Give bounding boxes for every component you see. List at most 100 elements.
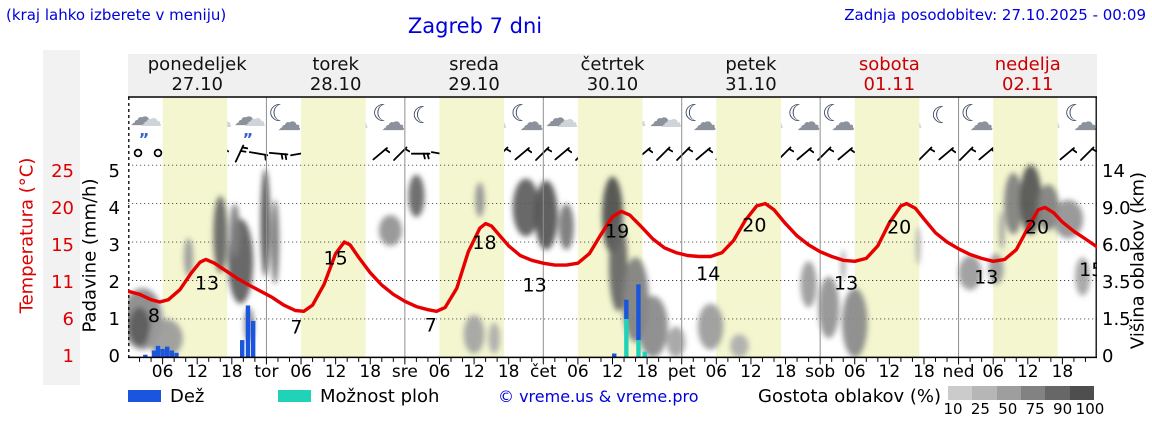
daylight-band [716,97,781,358]
moon-glyph: ☾ [372,101,393,127]
rain-cloud-icon: ☁☁„ [128,97,163,141]
night-cloud-icon: ☾ ☁ [266,97,301,141]
temp-value-label: 13 [523,274,547,296]
day-date: 02.11 [1001,74,1054,95]
rain-bar [174,352,179,358]
temp-tick: 6 [62,309,74,330]
density-segment [1045,386,1070,400]
x-hour-label: 18 [220,362,243,382]
page-title: Zagreb 7 dni [407,14,543,38]
temp-tick: 25 [51,161,74,182]
precip-tick: 0 [108,346,120,367]
night-cloud-icon: ☾ ☁ [682,97,717,141]
shower-legend-label: Možnost ploh [320,386,440,407]
x-hour-label: 12 [1016,362,1039,382]
cloud-blob [213,195,228,273]
day-name: nedelja [994,54,1061,75]
cloud-blob [512,178,540,237]
cloud-blob [378,215,402,246]
day-header: petek 31.10 [682,54,820,96]
last-update-text: Zadnja posodobitev: 27.10.2025 - 00:09 [844,6,1146,24]
density-segment [948,386,973,400]
cloud-blob [998,211,1005,250]
x-hour-label: 12 [186,362,209,382]
temp-value-label: 19 [605,221,629,243]
wind-barb-icon [234,144,249,163]
wind-barb-icon [918,146,936,161]
shower-bar [624,318,629,358]
density-tick-label: 25 [970,400,990,418]
cback-glyph: ☁ [969,108,994,136]
wind-barb [370,141,391,165]
day-header: sobota 01.11 [820,54,958,96]
x-hour-label: 18 [1051,362,1074,382]
night-icon: ☾ [405,97,440,141]
wind-barb-icon [1059,147,1077,161]
x-hour-label: 06 [428,362,451,382]
cback-glyph: ☁ [1073,108,1098,136]
density-tick-label: 100 [1075,400,1105,418]
day-date: 29.10 [448,74,500,95]
x-hour-label: 12 [324,362,347,382]
x-hour-label: 06 [705,362,728,382]
cloud-blob [1019,165,1042,235]
wind-barb-icon [958,146,976,161]
cfront2-glyph: ☁ [140,107,162,132]
rain-bar [240,340,245,358]
temp-tick: 15 [51,235,74,256]
day-header: sreda 29.10 [405,54,543,96]
wind-barb-icon [514,147,532,161]
cback-glyph: ☁ [545,104,570,132]
x-hour-label: 18 [636,362,658,382]
wind-barb-icon [938,147,956,161]
rain-glyph: „ [139,121,151,140]
daylight-band [301,97,366,358]
day-name: sreda [449,54,500,75]
cloud-blob [958,255,982,291]
x-hour-label: 06 [151,362,174,382]
wind-barb-icon [676,146,694,161]
rain-bar [624,299,629,319]
menu-hint-text: (kraj lahko izberete v meniju) [6,6,227,24]
wind-barb [936,141,956,165]
x-day-abbrev: tor [254,362,279,382]
temp-value-label: 8 [148,305,160,327]
x-hour-label: 12 [463,362,485,382]
x-day-abbrev: ned [942,362,975,382]
cloud-blob [637,295,668,358]
density-segment [1020,386,1046,400]
wind-barb [1057,141,1077,165]
rain-legend-label: Dež [170,386,205,407]
moon-glyph: ☾ [683,101,705,127]
day-date: 30.10 [586,74,639,95]
cloud-blob [1053,199,1084,239]
wind-barb [835,141,855,165]
cloud-blob [408,174,425,218]
wind-barb [229,141,249,165]
cback-glyph: ☁ [381,108,406,136]
cloud-blob [818,276,840,339]
temp-tick: 1 [62,346,74,367]
x-day-abbrev: sob [805,362,836,382]
rain-bar [636,284,641,341]
moon-glyph: ☾ [930,103,952,129]
moon-glyph: ☾ [787,101,809,127]
rain-bar [143,354,148,358]
day-date: 28.10 [309,74,362,95]
x-hour-label: 18 [359,362,382,382]
x-hour-label: 18 [913,362,935,382]
wind-barb-icon [695,147,714,161]
x-hour-label: 12 [878,362,901,382]
wind-barb-icon [554,147,573,161]
precip-tick: 2 [108,272,120,293]
wind-barb [410,141,431,165]
density-tick-label: 90 [1053,400,1073,418]
wind-barb-icon [1079,146,1098,161]
wind-barb-icon [534,146,552,161]
copyright-link[interactable]: © vreme.us & vreme.pro [498,387,699,406]
wind-barb-icon [133,148,143,158]
day-date: 01.11 [863,74,916,95]
density-segment [1069,386,1094,400]
rain-bar [245,305,251,358]
wind-barb-icon [269,152,289,160]
